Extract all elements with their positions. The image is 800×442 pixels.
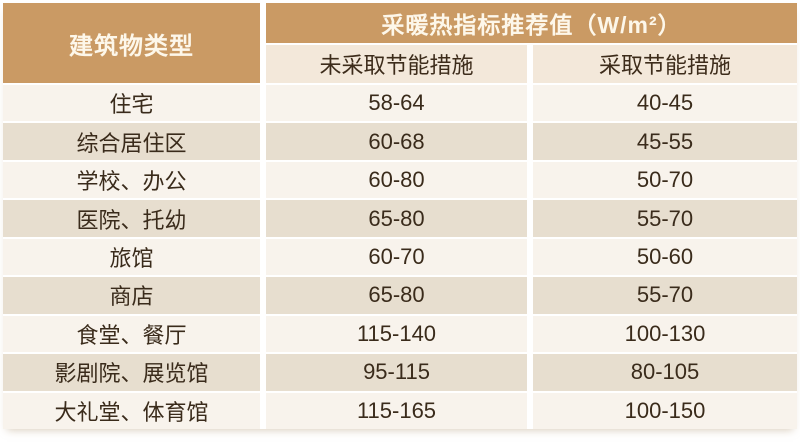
building-type-cell: 学校、办公	[3, 161, 260, 199]
building-type-cell: 影剧院、展览馆	[3, 354, 260, 391]
building-type-cell: 住宅	[3, 85, 260, 122]
building-type-cell: 食堂、餐厅	[3, 315, 260, 353]
table-grid: 建筑物类型 采暖热指标推荐值（W/m²） 未采取节能措施 采取节能措施 住宅 5…	[3, 3, 797, 429]
no-measures-cell: 95-115	[266, 354, 527, 391]
with-measures-cell: 50-70	[533, 161, 797, 199]
no-measures-cell: 65-80	[266, 200, 527, 237]
no-measures-cell: 60-68	[266, 123, 527, 160]
with-measures-cell: 55-70	[533, 200, 797, 237]
with-measures-cell: 80-105	[533, 354, 797, 391]
building-type-cell: 医院、托幼	[3, 200, 260, 237]
building-type-cell: 大礼堂、体育馆	[3, 392, 260, 429]
no-measures-cell: 65-80	[266, 277, 527, 314]
column-header-with-measures: 采取节能措施	[533, 45, 797, 83]
with-measures-cell: 100-130	[533, 315, 797, 353]
column-header-no-measures: 未采取节能措施	[266, 45, 527, 83]
with-measures-cell: 40-45	[533, 85, 797, 122]
with-measures-cell: 55-70	[533, 277, 797, 314]
group-header-recommended-values: 采暖热指标推荐值（W/m²）	[266, 3, 797, 43]
with-measures-cell: 45-55	[533, 123, 797, 160]
no-measures-cell: 60-80	[266, 161, 527, 199]
building-type-cell: 商店	[3, 277, 260, 314]
no-measures-cell: 60-70	[266, 238, 527, 276]
no-measures-cell: 58-64	[266, 85, 527, 122]
column-header-building-type: 建筑物类型	[3, 3, 260, 83]
building-type-cell: 旅馆	[3, 238, 260, 276]
with-measures-cell: 100-150	[533, 392, 797, 429]
no-measures-cell: 115-140	[266, 315, 527, 353]
with-measures-cell: 50-60	[533, 238, 797, 276]
building-type-cell: 综合居住区	[3, 123, 260, 160]
no-measures-cell: 115-165	[266, 392, 527, 429]
